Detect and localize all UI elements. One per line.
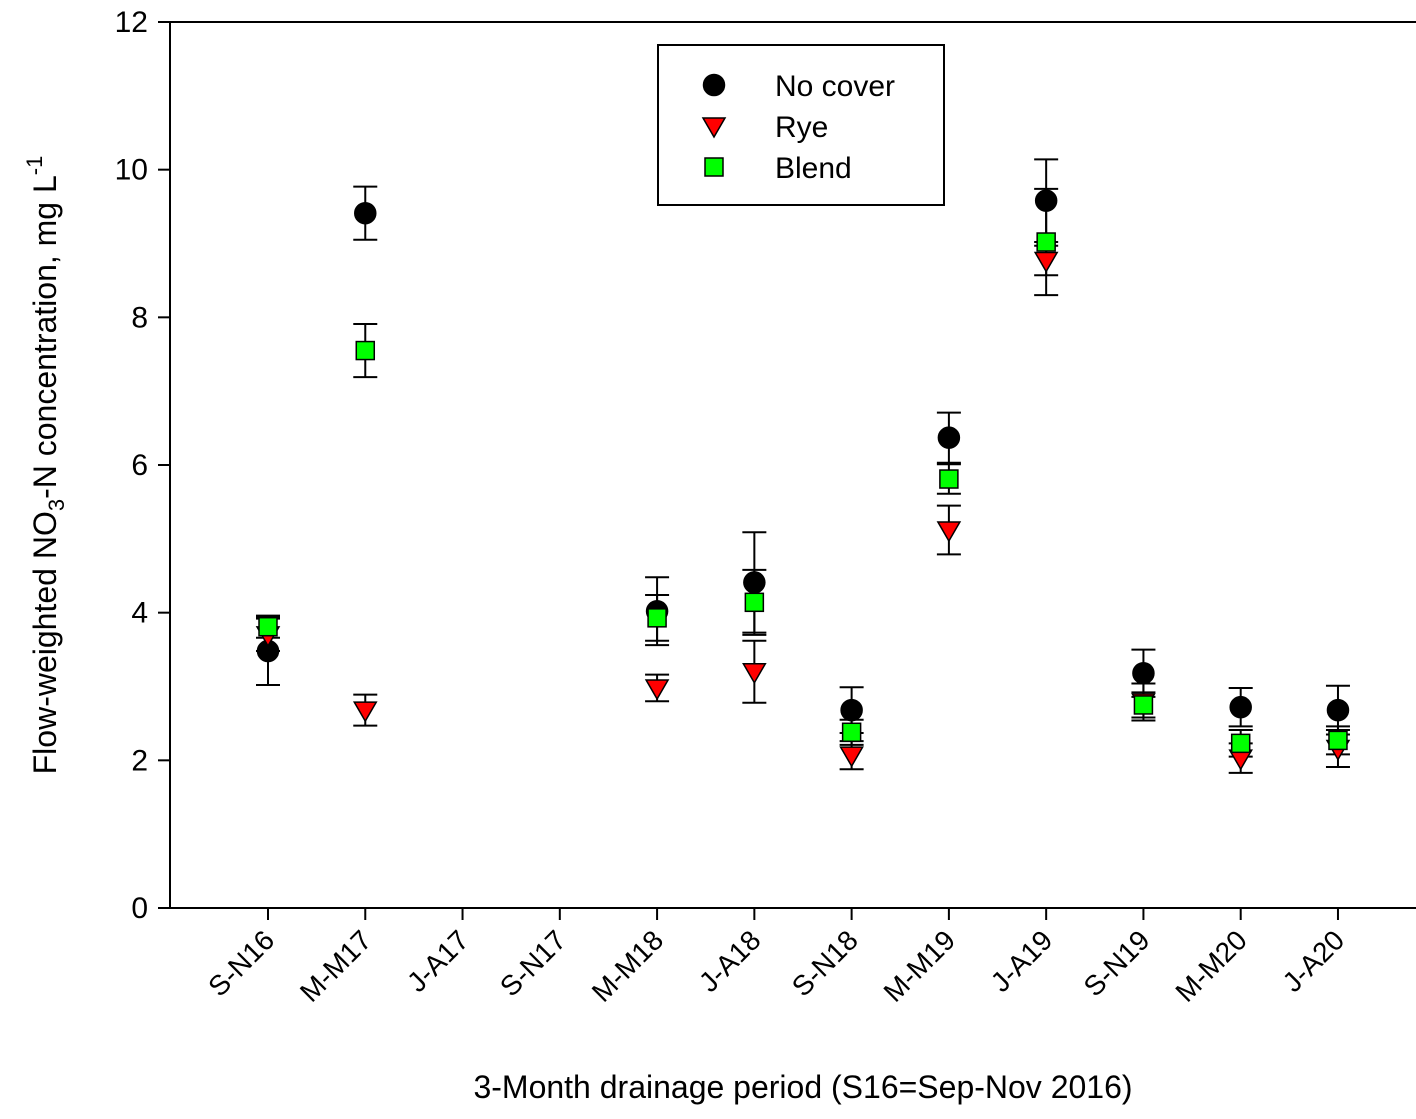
legend-no-cover-label: No cover [775,70,895,103]
x-tick-label: S-N17 [494,924,572,1002]
legend: No cover Rye Blend [657,44,945,206]
x-tick-label: S-N18 [786,924,864,1002]
x-tick-label: M-M18 [586,924,670,1008]
x-tick-label: J-A19 [985,924,1059,998]
legend-rye-marker [701,117,727,139]
blend-point [1036,232,1056,252]
y-axis-title-superscript: -1 [22,156,47,176]
no-cover-point [1326,698,1350,722]
y-tick-label: 2 [131,744,148,777]
blend-point [1328,730,1348,751]
blend-point [258,616,278,637]
x-tick-label: M-M20 [1169,924,1253,1008]
x-tick-label: M-M17 [294,924,378,1008]
rye-point [352,701,378,723]
rye-point [839,746,864,768]
legend-blend-marker [704,157,724,177]
x-tick-label: J-A17 [401,924,475,998]
blend-point [744,592,765,613]
y-axis-title-subscript: 3 [44,499,69,511]
y-tick-label: 8 [131,301,148,334]
x-axis-title: 3-Month drainage period (S16=Sep-Nov 201… [473,1069,1132,1105]
no-cover-point [937,426,961,449]
y-axis-title-prefix: Flow-weighted NO [27,511,63,774]
x-tick-label: J-A20 [1277,924,1351,998]
no-cover-point [743,571,766,594]
y-axis-title: Flow-weighted NO3-N concentration, mg L-… [22,156,69,775]
legend-blend-label: Blend [775,152,852,185]
blend-point [1133,695,1154,715]
legend-box [657,44,945,206]
y-tick-label: 10 [115,154,148,187]
series-layer [255,158,1351,774]
legend-items: No cover Rye Blend [701,70,895,185]
no-cover-point [840,698,863,722]
x-ticks: S-N16 M-M17 J-A17 S-N17 M-M18 J-A18 S-N18 M-M19… [202,908,1350,1008]
no-cover-point [1034,189,1058,212]
y-ticks: 0 2 4 6 8 10 12 [115,6,170,925]
rye-point [644,679,670,701]
y-axis-title-middle: -N concentration, mg L [27,175,63,499]
legend-rye-label: Rye [775,111,828,144]
blend-point [841,722,862,743]
y-tick-label: 6 [131,449,148,482]
rye-point [936,521,962,543]
no-cover-point [1132,661,1155,685]
no-cover-point [354,201,377,225]
x-tick-label: S-N16 [202,924,280,1002]
no-cover-point [1229,695,1252,719]
x-tick-label: J-A18 [693,924,767,998]
x-tick-label: S-N19 [1078,924,1156,1002]
y-tick-label: 12 [115,6,148,39]
rye-point [742,662,767,685]
blend-point [939,469,959,489]
y-tick-label: 0 [131,892,148,925]
legend-no-cover-marker [702,73,726,97]
y-tick-label: 4 [131,597,148,630]
blend-point [647,608,667,628]
blend-point [355,340,376,361]
blend-point [1230,733,1251,754]
rye-point [1033,251,1059,273]
x-tick-label: M-M19 [878,924,962,1008]
